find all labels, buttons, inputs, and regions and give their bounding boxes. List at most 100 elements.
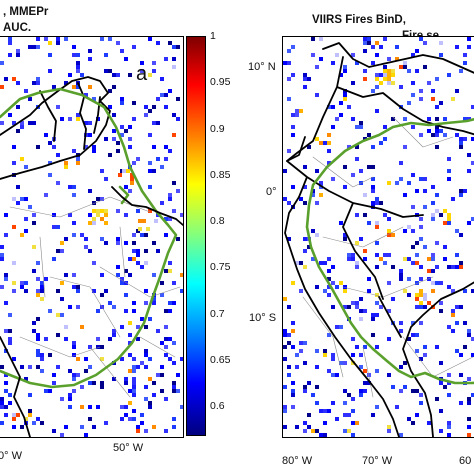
fire-pixel [431,281,435,285]
fire-pixel [8,337,12,341]
fire-pixel [48,353,52,357]
fire-pixel [104,241,108,245]
fire-pixel [455,349,459,353]
fire-pixel [32,213,36,217]
fire-pixel [88,189,92,193]
fire-pixel [375,85,379,89]
fire-pixel [375,301,379,305]
fire-pixel [64,165,68,169]
fire-pixel [367,373,371,377]
fire-pixel [407,417,411,421]
fire-pixel [395,57,399,61]
fire-pixel [88,85,92,89]
fire-pixel [124,381,128,385]
fire-pixel [299,349,303,353]
fire-pixel-hot [387,77,391,81]
fire-pixel [152,121,156,125]
fire-pixel-hot [130,181,134,185]
fire-pixel [339,113,343,117]
fire-pixel [132,161,136,165]
fire-pixel [439,41,443,45]
fire-pixel [463,53,467,57]
fire-pixel [467,433,471,437]
fire-pixel [72,373,76,377]
fire-pixel [108,337,112,341]
fire-pixel [36,333,40,337]
fire-pixel [435,133,439,137]
fire-pixel [104,421,108,425]
fire-pixel [132,389,136,393]
fire-pixel [299,341,303,345]
fire-pixel [72,221,76,225]
fire-pixel [72,389,76,393]
fire-pixel [403,229,407,233]
fire-pixel [355,301,359,305]
fire-pixel [419,225,423,229]
fire-pixel [343,165,347,169]
fire-pixel [160,373,164,377]
fire-pixel-hot [387,69,391,73]
fire-pixel [164,157,168,161]
fire-pixel [132,233,136,237]
fire-pixel [72,85,76,89]
right-country-borders [286,42,474,437]
fire-pixel [463,137,467,141]
fire-pixel [291,125,295,129]
fire-pixel [28,121,32,125]
fire-pixel [343,69,347,73]
fire-pixel [112,137,116,141]
fire-pixel [415,413,419,417]
fire-pixel [76,117,80,121]
fire-pixel [435,209,439,213]
fire-pixel [363,309,367,313]
fire-pixel [108,69,112,73]
fire-pixel [351,353,355,357]
fire-pixel [399,321,403,325]
fire-pixel [443,245,447,249]
fire-pixel [40,357,44,361]
right-map-svg [283,37,474,437]
fire-pixel [291,185,295,189]
fire-pixel [447,373,451,377]
colorbar [186,36,206,436]
fire-pixel [287,149,291,153]
fire-pixel-hot [387,73,391,77]
fire-pixel [12,145,16,149]
fire-pixel [455,265,459,269]
fire-pixel [0,121,4,125]
fire-pixel [116,273,120,277]
fire-pixel [8,41,12,45]
right-amazon-boundary [305,117,474,385]
fire-pixel [52,257,56,261]
fire-pixel [44,389,48,393]
fire-pixel [375,41,379,45]
fire-pixel [343,97,347,101]
fire-pixel [112,377,116,381]
fire-pixel [327,277,331,281]
fire-pixel [291,345,295,349]
fire-pixel [375,197,379,201]
fire-pixel [140,361,144,365]
fire-pixel-hot [96,213,100,217]
fire-pixel [295,261,299,265]
left-title-line1: , MMEPr [3,6,49,18]
fire-pixel [96,309,100,313]
fire-pixel [371,201,375,205]
fire-pixel [303,201,307,205]
fire-pixel [120,49,124,53]
fire-pixel [419,133,423,137]
fire-pixel [168,149,172,153]
fire-pixel [387,253,391,257]
fire-pixel [148,357,152,361]
fire-pixel [36,337,40,341]
fire-pixel [363,213,367,217]
fire-pixel [459,145,463,149]
fire-pixel [4,381,8,385]
colorbar-tick-label: 0.65 [210,353,231,366]
fire-pixel [311,229,315,233]
fire-pixel [92,201,96,205]
fire-pixel [375,53,379,57]
fire-pixel [395,405,399,409]
fire-pixel [331,305,335,309]
fire-pixel [451,197,455,201]
